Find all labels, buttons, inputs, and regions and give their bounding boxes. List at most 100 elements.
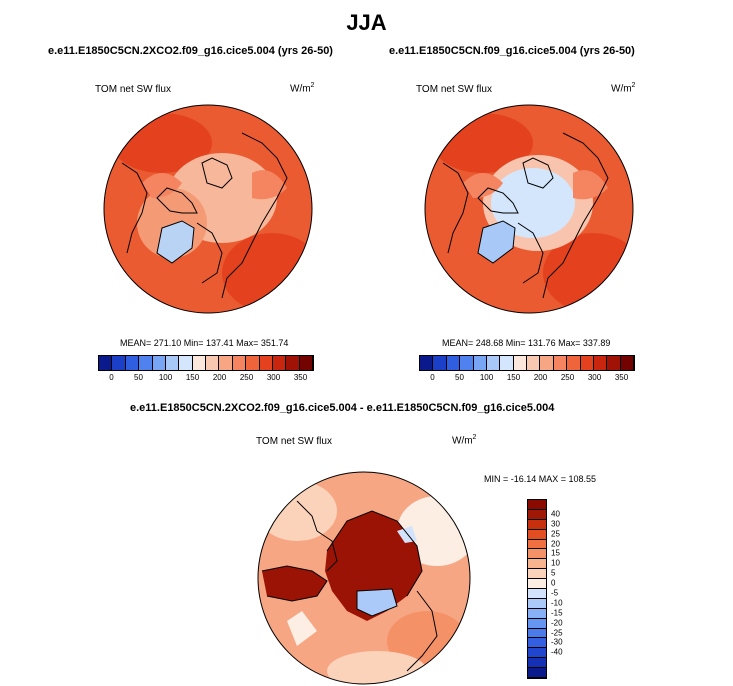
diff-units: W/m2 <box>452 434 477 447</box>
diff-colorbar-swatch <box>528 638 546 649</box>
panel1-colorbar-swatch <box>206 356 220 370</box>
panel2-colorbar-tick-label: 50 <box>455 373 464 382</box>
panel2-colorbar-swatch <box>567 356 581 370</box>
diff-colorbar-swatch <box>528 589 546 599</box>
panel2-colorbar-swatch <box>593 356 608 370</box>
diff-colorbar-tick-label: -25 <box>551 628 563 637</box>
panel1-colorbar-tick-label: 300 <box>266 373 281 382</box>
panel2-colorbar-swatch <box>553 356 568 370</box>
panel2-case-title: e.e11.E1850C5CN.f09_g16.cice5.004 (yrs 2… <box>389 45 635 57</box>
panel1-case-title: e.e11.E1850C5CN.2XCO2.f09_g16.cice5.004 … <box>48 45 333 57</box>
panel1-colorbar-swatch <box>139 356 153 370</box>
diff-colorbar-swatch <box>528 500 546 510</box>
diff-colorbar-swatch <box>528 539 546 550</box>
panel1-polar-map <box>103 104 313 314</box>
panel2-units: W/m2 <box>611 82 636 95</box>
panel2-colorbar-swatch <box>420 356 434 370</box>
diff-colorbar-tick-label: 0 <box>551 578 556 588</box>
diff-colorbar-swatch <box>528 598 546 609</box>
diff-title: e.e11.E1850C5CN.2XCO2.f09_g16.cice5.004 … <box>130 402 555 414</box>
panel1-field-label: TOM net SW flux <box>95 84 171 95</box>
panel1-colorbar-tick-label: 50 <box>134 373 143 382</box>
diff-colorbar-tick-label: -20 <box>551 618 563 628</box>
panel1-colorbar-tick-label: 350 <box>293 373 308 382</box>
panel1-colorbar-swatch <box>272 356 287 370</box>
panel1-colorbar-swatch <box>259 356 273 370</box>
panel1-colorbar: 0 50 100 150 200 250 300 350 <box>98 355 314 385</box>
diff-colorbar-swatch <box>528 559 546 570</box>
panel2-field-label: TOM net SW flux <box>416 84 492 95</box>
panel2-colorbar-tick-label: 300 <box>587 373 602 382</box>
panel1-colorbar-swatch <box>219 356 233 370</box>
diff-polar-map <box>257 471 471 685</box>
diff-stats: MIN = -16.14 MAX = 108.55 <box>484 474 597 484</box>
panel2-colorbar-swatch <box>473 356 487 370</box>
panel1-colorbar-swatch <box>286 356 300 370</box>
panel1-colorbar-swatch <box>246 356 260 370</box>
panel2-colorbar-tick-label: 350 <box>614 373 629 382</box>
diff-colorbar-swatch <box>528 569 546 580</box>
diff-colorbar-swatch <box>528 529 546 540</box>
diff-colorbar-tick-label: -15 <box>551 608 563 618</box>
panel2-polar-map <box>424 104 634 314</box>
diff-colorbar-tick-label: 20 <box>551 539 560 548</box>
panel2-colorbar-swatch <box>527 356 541 370</box>
panel1-units: W/m2 <box>290 82 315 95</box>
diff-colorbar-tick-label: -10 <box>551 598 563 608</box>
panel2-colorbar: 0 50 100 150 200 250 300 350 <box>419 355 635 385</box>
panel1-colorbar-swatch <box>192 356 206 370</box>
panel1-colorbar-tick-label: 250 <box>239 373 254 382</box>
panel1-colorbar-swatch <box>99 356 113 370</box>
panel1-colorbar-swatch <box>125 356 140 370</box>
diff-colorbar-swatch <box>528 519 546 530</box>
diff-colorbar-swatch <box>528 608 546 619</box>
panel1-colorbar-swatch <box>179 356 193 370</box>
panel2-colorbar-tick-label: 250 <box>560 373 575 382</box>
panel2-colorbar-swatch <box>607 356 621 370</box>
panel2-colorbar-swatch <box>486 356 501 370</box>
diff-colorbar-tick-label: 5 <box>551 568 556 578</box>
panel2-colorbar-swatch <box>580 356 594 370</box>
panel1-colorbar-tick-label: 100 <box>158 373 173 382</box>
diff-colorbar-tick-label: 10 <box>551 558 560 568</box>
diff-colorbar-swatch <box>528 628 546 639</box>
diff-colorbar-tick-label: 40 <box>551 509 560 519</box>
panel2-colorbar-swatch <box>446 356 461 370</box>
diff-colorbar-swatch <box>528 579 546 590</box>
panel2-colorbar-tick-label: 150 <box>506 373 521 382</box>
panel1-colorbar-tick-label: 200 <box>212 373 227 382</box>
panel2-colorbar-swatch <box>433 356 447 370</box>
panel1-colorbar-swatch <box>152 356 166 370</box>
diff-colorbar-swatch <box>528 648 546 659</box>
panel2-stats: MEAN= 248.68 Min= 131.76 Max= 337.89 <box>442 338 611 348</box>
panel1-colorbar-swatch <box>299 356 313 370</box>
diff-colorbar-tick-label: 15 <box>551 548 560 558</box>
panel2-colorbar-swatch <box>460 356 474 370</box>
diff-colorbar-swatch <box>528 549 546 560</box>
panel2-colorbar-swatch <box>513 356 527 370</box>
panel1-stats: MEAN= 271.10 Min= 137.41 Max= 351.74 <box>120 338 289 348</box>
diff-field-label: TOM net SW flux <box>256 436 332 447</box>
figure-title: JJA <box>346 10 387 35</box>
panel1-colorbar-swatch <box>112 356 126 370</box>
panel2-colorbar-tick-label: 100 <box>479 373 494 382</box>
panel2-colorbar-tick-label: 0 <box>430 373 435 382</box>
diff-colorbar-tick-label: 30 <box>551 519 560 529</box>
diff-colorbar-tick-label: 25 <box>551 529 560 539</box>
panel2-colorbar-swatch <box>620 356 634 370</box>
diff-colorbar-tick-label: -30 <box>551 637 563 647</box>
diff-colorbar-tick-label: -5 <box>551 588 559 598</box>
diff-colorbar: 40 30 25 20 15 10 5 0 -5 -10 -15 -20 -25 -30 -40 <box>527 499 587 679</box>
panel1-colorbar-tick-label: 150 <box>185 373 200 382</box>
panel1-colorbar-swatch <box>232 356 247 370</box>
panel1-colorbar-swatch <box>165 356 180 370</box>
panel2-colorbar-tick-label: 200 <box>533 373 548 382</box>
panel2-colorbar-swatch <box>540 356 554 370</box>
diff-colorbar-swatch <box>528 509 546 520</box>
panel2-colorbar-swatch <box>500 356 514 370</box>
diff-colorbar-swatch <box>528 658 546 669</box>
diff-colorbar-swatch <box>528 618 546 629</box>
diff-colorbar-swatch <box>528 668 546 679</box>
diff-colorbar-tick-label: -40 <box>551 647 563 657</box>
panel1-colorbar-tick-label: 0 <box>109 373 114 382</box>
